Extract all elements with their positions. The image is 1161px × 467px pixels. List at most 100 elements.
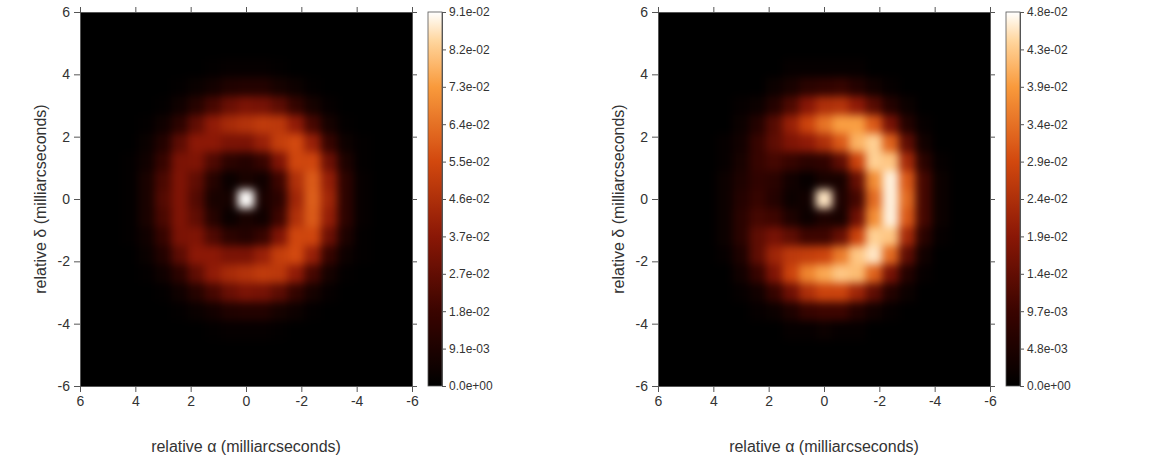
heatmap-cell xyxy=(354,190,371,209)
colorbar-axis-tick-label: 4.6e-02 xyxy=(449,192,490,206)
heatmap-cell xyxy=(254,171,271,190)
heatmap-cell xyxy=(899,134,916,153)
y-axis-right-tick xyxy=(990,137,995,138)
heatmap-cell xyxy=(254,77,271,96)
heatmap-cell xyxy=(354,283,371,302)
heatmap-cell xyxy=(849,77,866,96)
heatmap-cell xyxy=(288,321,305,340)
y-axis: -6-4-20246 xyxy=(58,4,81,394)
heatmap-cell xyxy=(849,321,866,340)
heatmap-cell xyxy=(932,283,949,302)
x-axis-top-tick-mark xyxy=(191,7,192,12)
heatmap-cell xyxy=(337,321,354,340)
heatmap-cell xyxy=(238,171,255,190)
heatmap-cell xyxy=(171,208,188,227)
heatmap-cell xyxy=(783,77,800,96)
heatmap-cell xyxy=(783,227,800,246)
heatmap-cell xyxy=(799,208,816,227)
heatmap-cell xyxy=(188,77,205,96)
heatmap-cell xyxy=(783,264,800,283)
colorbar-axis-tick-label: 4.8e-03 xyxy=(1027,342,1068,356)
heatmap-cell xyxy=(221,134,238,153)
heatmap-cell xyxy=(932,227,949,246)
heatmap-cell xyxy=(155,208,172,227)
heatmap-cell xyxy=(304,77,321,96)
heatmap-cell xyxy=(122,208,139,227)
heatmap-cell xyxy=(783,208,800,227)
y-axis-title: relative δ (milliarcseconds) xyxy=(32,104,49,293)
x-axis-tick: -4 xyxy=(929,386,942,409)
x-axis-title: relative α (milliarcseconds) xyxy=(729,438,919,455)
y-axis-right-tick-mark xyxy=(990,12,995,13)
heatmap-cell xyxy=(238,283,255,302)
heatmap-cell xyxy=(716,77,733,96)
heatmap-cell xyxy=(733,302,750,321)
heatmap-cell xyxy=(171,59,188,78)
heatmap-cell xyxy=(733,208,750,227)
colorbar-axis-tick-mark xyxy=(1020,124,1024,125)
heatmap-cell xyxy=(354,96,371,115)
heatmap-cell xyxy=(188,152,205,171)
heatmap-cell xyxy=(271,77,288,96)
heatmap-cell xyxy=(849,208,866,227)
colorbar-axis-tick: 9.7e-03 xyxy=(1020,305,1068,319)
heatmap-cell xyxy=(304,171,321,190)
heatmap-cell xyxy=(254,302,271,321)
y-axis-line xyxy=(652,13,659,387)
heatmap-cell xyxy=(321,208,338,227)
heatmap-cell xyxy=(122,77,139,96)
heatmap-cell xyxy=(271,283,288,302)
heatmap-cell xyxy=(766,227,783,246)
colorbar-axis-tick: 0.0e+00 xyxy=(442,379,493,393)
heatmap-cell xyxy=(288,190,305,209)
heatmap-cell xyxy=(321,96,338,115)
x-axis-top-tick xyxy=(357,7,358,12)
y-axis-right-tick-mark xyxy=(412,137,417,138)
heatmap-cell xyxy=(337,283,354,302)
heatmap-cell xyxy=(932,208,949,227)
heatmap-cell xyxy=(700,227,717,246)
heatmap-cell xyxy=(783,96,800,115)
heatmap-cell xyxy=(882,115,899,134)
colorbar-axis-tick: 2.9e-02 xyxy=(1020,155,1068,169)
heatmap-cell xyxy=(899,321,916,340)
x-axis-tick: -2 xyxy=(874,386,887,409)
heatmap-cell xyxy=(832,264,849,283)
heatmap-cell xyxy=(700,302,717,321)
cells xyxy=(700,59,950,340)
heatmap-cell xyxy=(849,302,866,321)
heatmap-cell xyxy=(288,302,305,321)
heatmap-cell xyxy=(188,171,205,190)
heatmap-cell xyxy=(882,59,899,78)
heatmap-cell xyxy=(288,77,305,96)
heatmap-cell xyxy=(155,321,172,340)
heatmap-cell xyxy=(188,302,205,321)
x-axis-tick: 2 xyxy=(187,386,195,409)
heatmap-cell xyxy=(171,152,188,171)
heatmap-cell xyxy=(882,134,899,153)
heatmap-cell xyxy=(304,208,321,227)
heatmap-cell xyxy=(932,246,949,265)
y-axis-tick: 4 xyxy=(640,66,658,82)
heatmap-cell xyxy=(138,152,155,171)
heatmap-cell xyxy=(749,208,766,227)
heatmap-cell xyxy=(816,321,833,340)
heatmap-cell xyxy=(799,96,816,115)
x-axis-top-tick-mark xyxy=(824,7,825,12)
colorbar-axis-tick: 9.1e-02 xyxy=(442,5,490,19)
heatmap-cell xyxy=(122,190,139,209)
heatmap-cell xyxy=(700,246,717,265)
heatmap-cell xyxy=(138,134,155,153)
heatmap-cell xyxy=(288,246,305,265)
heatmap-cell xyxy=(816,152,833,171)
heatmap-cell xyxy=(321,302,338,321)
y-axis-tick-label: 2 xyxy=(640,129,648,145)
heatmap-cell xyxy=(188,321,205,340)
colorbar-axis-tick-label: 4.8e-02 xyxy=(1027,5,1068,19)
heatmap-cell xyxy=(899,302,916,321)
heatmap-cell xyxy=(221,246,238,265)
heatmap-cell xyxy=(899,227,916,246)
heatmap-cell xyxy=(783,171,800,190)
heatmap-cell xyxy=(899,171,916,190)
heatmap-cell xyxy=(188,134,205,153)
